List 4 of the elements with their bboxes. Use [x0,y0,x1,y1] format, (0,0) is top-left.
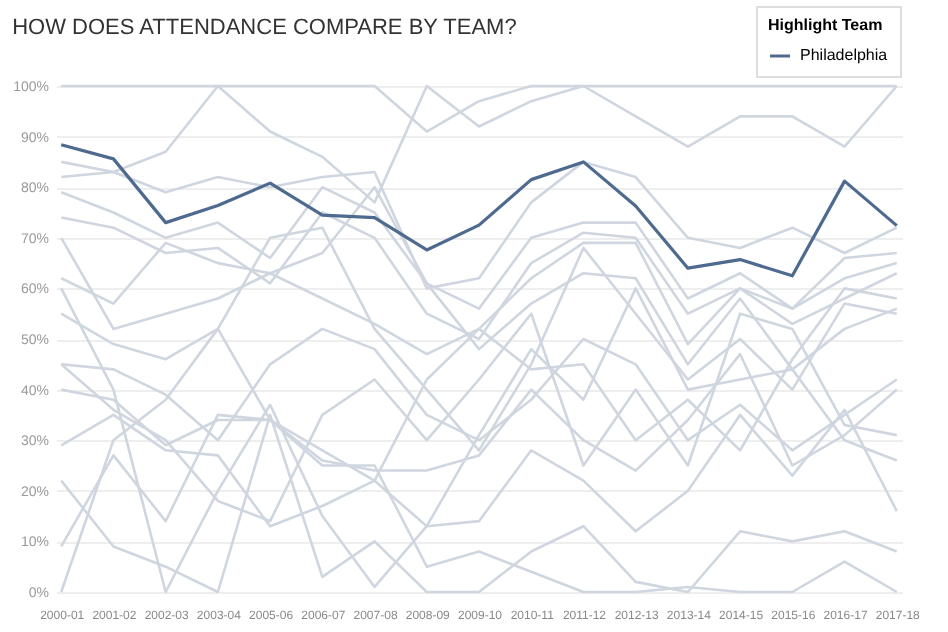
legend-label: Philadelphia [800,46,889,64]
line-series [59,143,899,278]
chart-title: HOW DOES ATTENDANCE COMPARE BY TEAM? [12,16,517,40]
legend-title: Highlight Team [768,16,883,34]
